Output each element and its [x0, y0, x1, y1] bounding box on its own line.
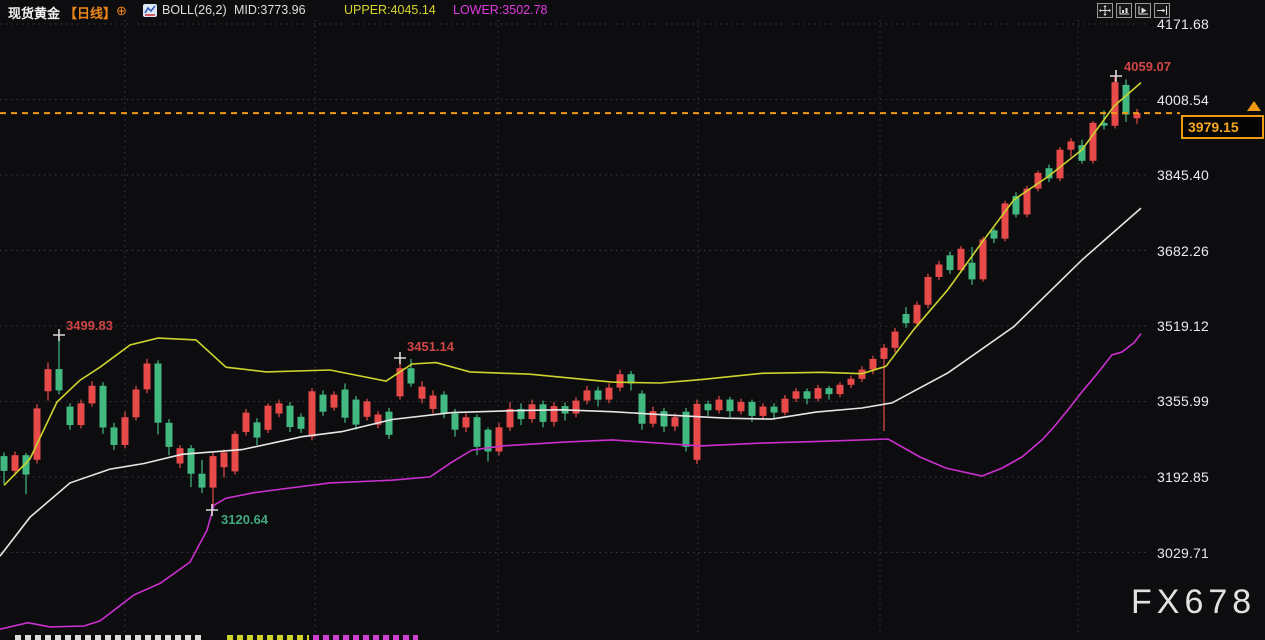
- y-axis-label: 3845.40: [1157, 167, 1210, 183]
- y-axis-label: 4171.68: [1157, 16, 1210, 32]
- y-axis-label: 4008.54: [1157, 92, 1210, 108]
- chart-header: 现货黄金 【日线】 ⊕ BOLL(26,2) MID:3773.96 UPPER…: [0, 0, 1265, 22]
- price-annotation: 3499.83: [66, 318, 113, 333]
- cropped-indicator-text-yellow: [227, 635, 309, 640]
- add-indicator-icon[interactable]: ⊕: [116, 3, 127, 18]
- boll-upper-value: UPPER:4045.14: [344, 3, 436, 17]
- price-annotation: 4059.07: [1124, 59, 1171, 74]
- price-annotation: 3451.14: [407, 339, 455, 354]
- axis-right-icon: [1157, 6, 1167, 15]
- cropped-indicator-text-white: [15, 635, 205, 640]
- axis-play-icon: [1138, 6, 1148, 15]
- y-axis-label: 3192.85: [1157, 469, 1210, 485]
- cropped-indicator-row: [0, 634, 1265, 640]
- price-annotation: 3120.64: [221, 512, 269, 527]
- axis-left-icon: [1119, 6, 1129, 15]
- chart-toolbar: [1097, 3, 1170, 18]
- move-icon: [1099, 5, 1111, 16]
- axis-scale-right-button[interactable]: [1154, 3, 1170, 18]
- y-axis-label: 3682.26: [1157, 243, 1210, 259]
- indicator-chart-icon: [143, 4, 157, 20]
- cropped-indicator-text-magenta: [313, 635, 418, 640]
- y-axis-label: 3355.99: [1157, 393, 1210, 409]
- indicator-name-label: BOLL(26,2): [162, 3, 227, 17]
- boll-mid-value: MID:3773.96: [234, 3, 306, 17]
- y-axis-label: 3029.71: [1157, 545, 1210, 561]
- y-axis-label: 3519.12: [1157, 318, 1210, 334]
- price-up-arrow-icon: [1247, 101, 1261, 111]
- axis-scale-play-button[interactable]: [1135, 3, 1151, 18]
- symbol-name: 现货黄金: [8, 6, 61, 21]
- brand-watermark: FX678: [1131, 583, 1257, 621]
- move-tool-button[interactable]: [1097, 3, 1113, 18]
- axis-scale-left-button[interactable]: [1116, 3, 1132, 18]
- boll-lower-value: LOWER:3502.78: [453, 3, 548, 17]
- timeframe-label: 【日线】: [64, 6, 117, 21]
- current-price-tag: 3979.15: [1181, 115, 1264, 139]
